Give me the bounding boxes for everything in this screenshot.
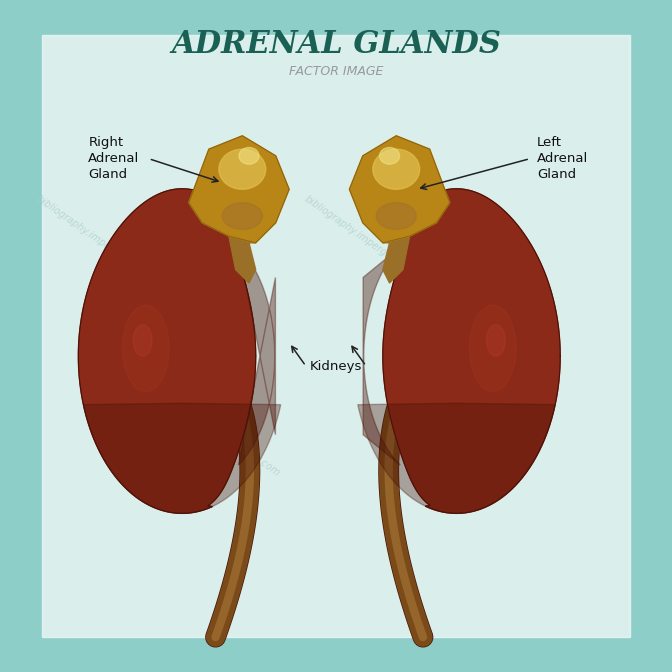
Polygon shape [189, 136, 289, 243]
Ellipse shape [380, 147, 400, 164]
Polygon shape [383, 189, 560, 513]
Ellipse shape [487, 325, 505, 356]
Text: bibliography.impergar.com: bibliography.impergar.com [302, 194, 416, 278]
Text: bibliography.impergar.com: bibliography.impergar.com [403, 394, 516, 478]
Text: Right
Adrenal
Gland: Right Adrenal Gland [89, 136, 140, 181]
Polygon shape [83, 403, 281, 513]
Polygon shape [349, 136, 450, 243]
Polygon shape [189, 136, 289, 243]
Text: bibliography.impergar.com: bibliography.impergar.com [35, 194, 149, 278]
Ellipse shape [376, 203, 417, 229]
Polygon shape [239, 247, 276, 465]
Ellipse shape [373, 149, 419, 190]
Ellipse shape [239, 147, 259, 164]
Text: bibliography.impergar.com: bibliography.impergar.com [169, 394, 282, 478]
Polygon shape [229, 236, 255, 283]
Text: Kidneys: Kidneys [310, 360, 362, 372]
Polygon shape [383, 236, 410, 283]
Ellipse shape [470, 305, 516, 392]
Ellipse shape [222, 203, 262, 229]
Ellipse shape [122, 305, 169, 392]
Text: FACTOR IMAGE: FACTOR IMAGE [289, 65, 383, 78]
Polygon shape [358, 403, 555, 513]
Text: ADRENAL GLANDS: ADRENAL GLANDS [171, 30, 501, 60]
Ellipse shape [219, 149, 265, 190]
Ellipse shape [133, 325, 152, 356]
Polygon shape [363, 247, 400, 465]
Polygon shape [79, 189, 255, 513]
Text: Left
Adrenal
Gland: Left Adrenal Gland [537, 136, 588, 181]
Bar [42, 35, 630, 637]
Polygon shape [349, 136, 450, 243]
